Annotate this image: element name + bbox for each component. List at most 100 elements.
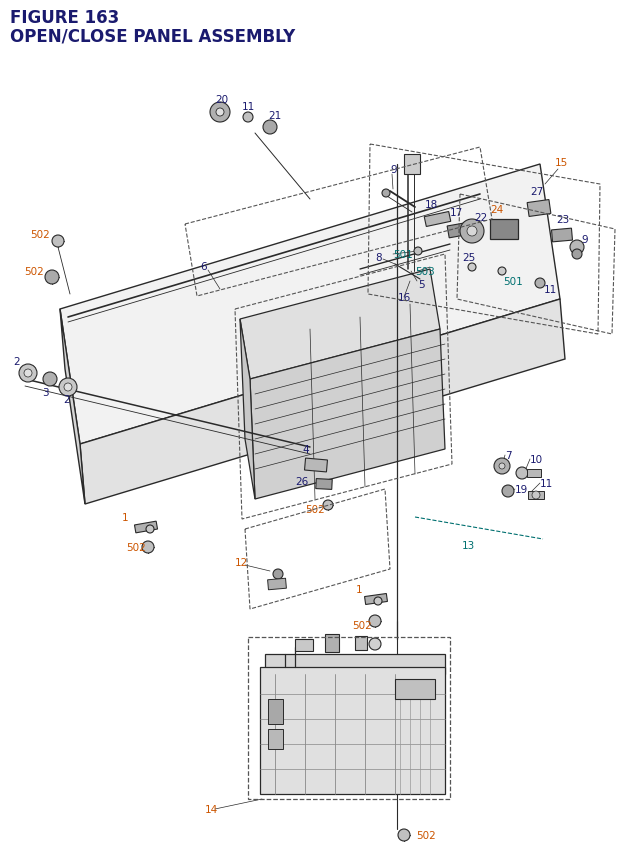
Bar [447,223,471,238]
Text: 502: 502 [416,830,436,840]
Text: 22: 22 [474,213,487,223]
Text: 27: 27 [530,187,543,197]
Text: 502: 502 [24,267,44,276]
Circle shape [468,263,476,272]
Text: 4: 4 [302,444,308,455]
Text: 5: 5 [418,280,424,289]
Circle shape [369,638,381,650]
Circle shape [532,492,540,499]
Bar [325,635,339,653]
Text: 2: 2 [13,356,20,367]
Text: 17: 17 [450,208,463,218]
Circle shape [369,616,381,628]
Polygon shape [60,310,85,505]
Text: 19: 19 [515,485,528,494]
Circle shape [323,500,333,511]
Circle shape [499,463,505,469]
Text: 13: 13 [462,541,476,550]
Text: 11: 11 [544,285,557,294]
Text: 24: 24 [490,205,503,214]
Circle shape [263,121,277,135]
Circle shape [216,108,224,117]
Bar [395,679,435,699]
Bar [316,479,332,490]
Text: 502: 502 [30,230,50,239]
Circle shape [516,468,528,480]
Bar [355,636,367,650]
Text: 15: 15 [555,158,568,168]
Circle shape [142,542,154,554]
Text: 502: 502 [305,505,324,514]
Circle shape [414,248,422,256]
Polygon shape [60,164,560,444]
Text: 501: 501 [503,276,523,287]
Bar [527,201,551,217]
Bar [552,229,573,243]
Text: 501: 501 [393,250,413,260]
Text: 14: 14 [205,804,218,814]
Circle shape [52,236,64,248]
Polygon shape [80,300,565,505]
Text: 503: 503 [415,267,435,276]
Circle shape [572,250,582,260]
Circle shape [494,458,510,474]
Text: 10: 10 [530,455,543,464]
Circle shape [64,383,72,392]
Bar [404,155,420,175]
Text: 9: 9 [390,164,397,175]
Text: 502: 502 [352,620,372,630]
Circle shape [24,369,32,378]
Circle shape [45,270,59,285]
Bar [268,699,283,724]
Text: 23: 23 [556,214,569,225]
Polygon shape [265,654,445,674]
Text: 11: 11 [242,102,255,112]
Text: 3: 3 [42,387,49,398]
Text: FIGURE 163: FIGURE 163 [10,9,119,27]
Circle shape [535,279,545,288]
Circle shape [502,486,514,498]
Circle shape [460,220,484,244]
Circle shape [19,364,37,382]
Circle shape [146,525,154,533]
Bar [268,729,283,749]
Circle shape [374,598,382,605]
Text: 2: 2 [63,394,70,405]
Polygon shape [250,330,445,499]
Text: 9: 9 [581,235,588,245]
Polygon shape [240,319,255,499]
Text: 7: 7 [505,450,511,461]
Polygon shape [240,269,440,380]
Circle shape [382,189,390,198]
Text: 502: 502 [126,542,146,553]
Circle shape [467,226,477,237]
Text: 26: 26 [295,476,308,486]
Bar [490,220,518,239]
Circle shape [498,268,506,276]
Text: 12: 12 [235,557,248,567]
Bar [528,492,544,499]
Circle shape [398,829,410,841]
Circle shape [43,373,57,387]
Text: 20: 20 [215,95,228,105]
Text: 11: 11 [540,479,553,488]
Bar [424,213,451,227]
Bar [527,469,541,478]
Text: 18: 18 [425,200,438,210]
Bar [305,459,328,473]
Circle shape [273,569,283,579]
Text: 1: 1 [122,512,129,523]
Bar [268,579,287,590]
Circle shape [59,379,77,397]
Bar [295,639,313,651]
Text: 16: 16 [398,293,412,303]
Bar [365,594,387,604]
Text: 25: 25 [462,253,476,263]
Text: 1: 1 [356,585,363,594]
Circle shape [570,241,584,255]
Text: 6: 6 [200,262,207,272]
Circle shape [243,113,253,123]
Text: 21: 21 [268,111,281,121]
Text: OPEN/CLOSE PANEL ASSEMBLY: OPEN/CLOSE PANEL ASSEMBLY [10,27,295,45]
Text: 8: 8 [375,253,381,263]
